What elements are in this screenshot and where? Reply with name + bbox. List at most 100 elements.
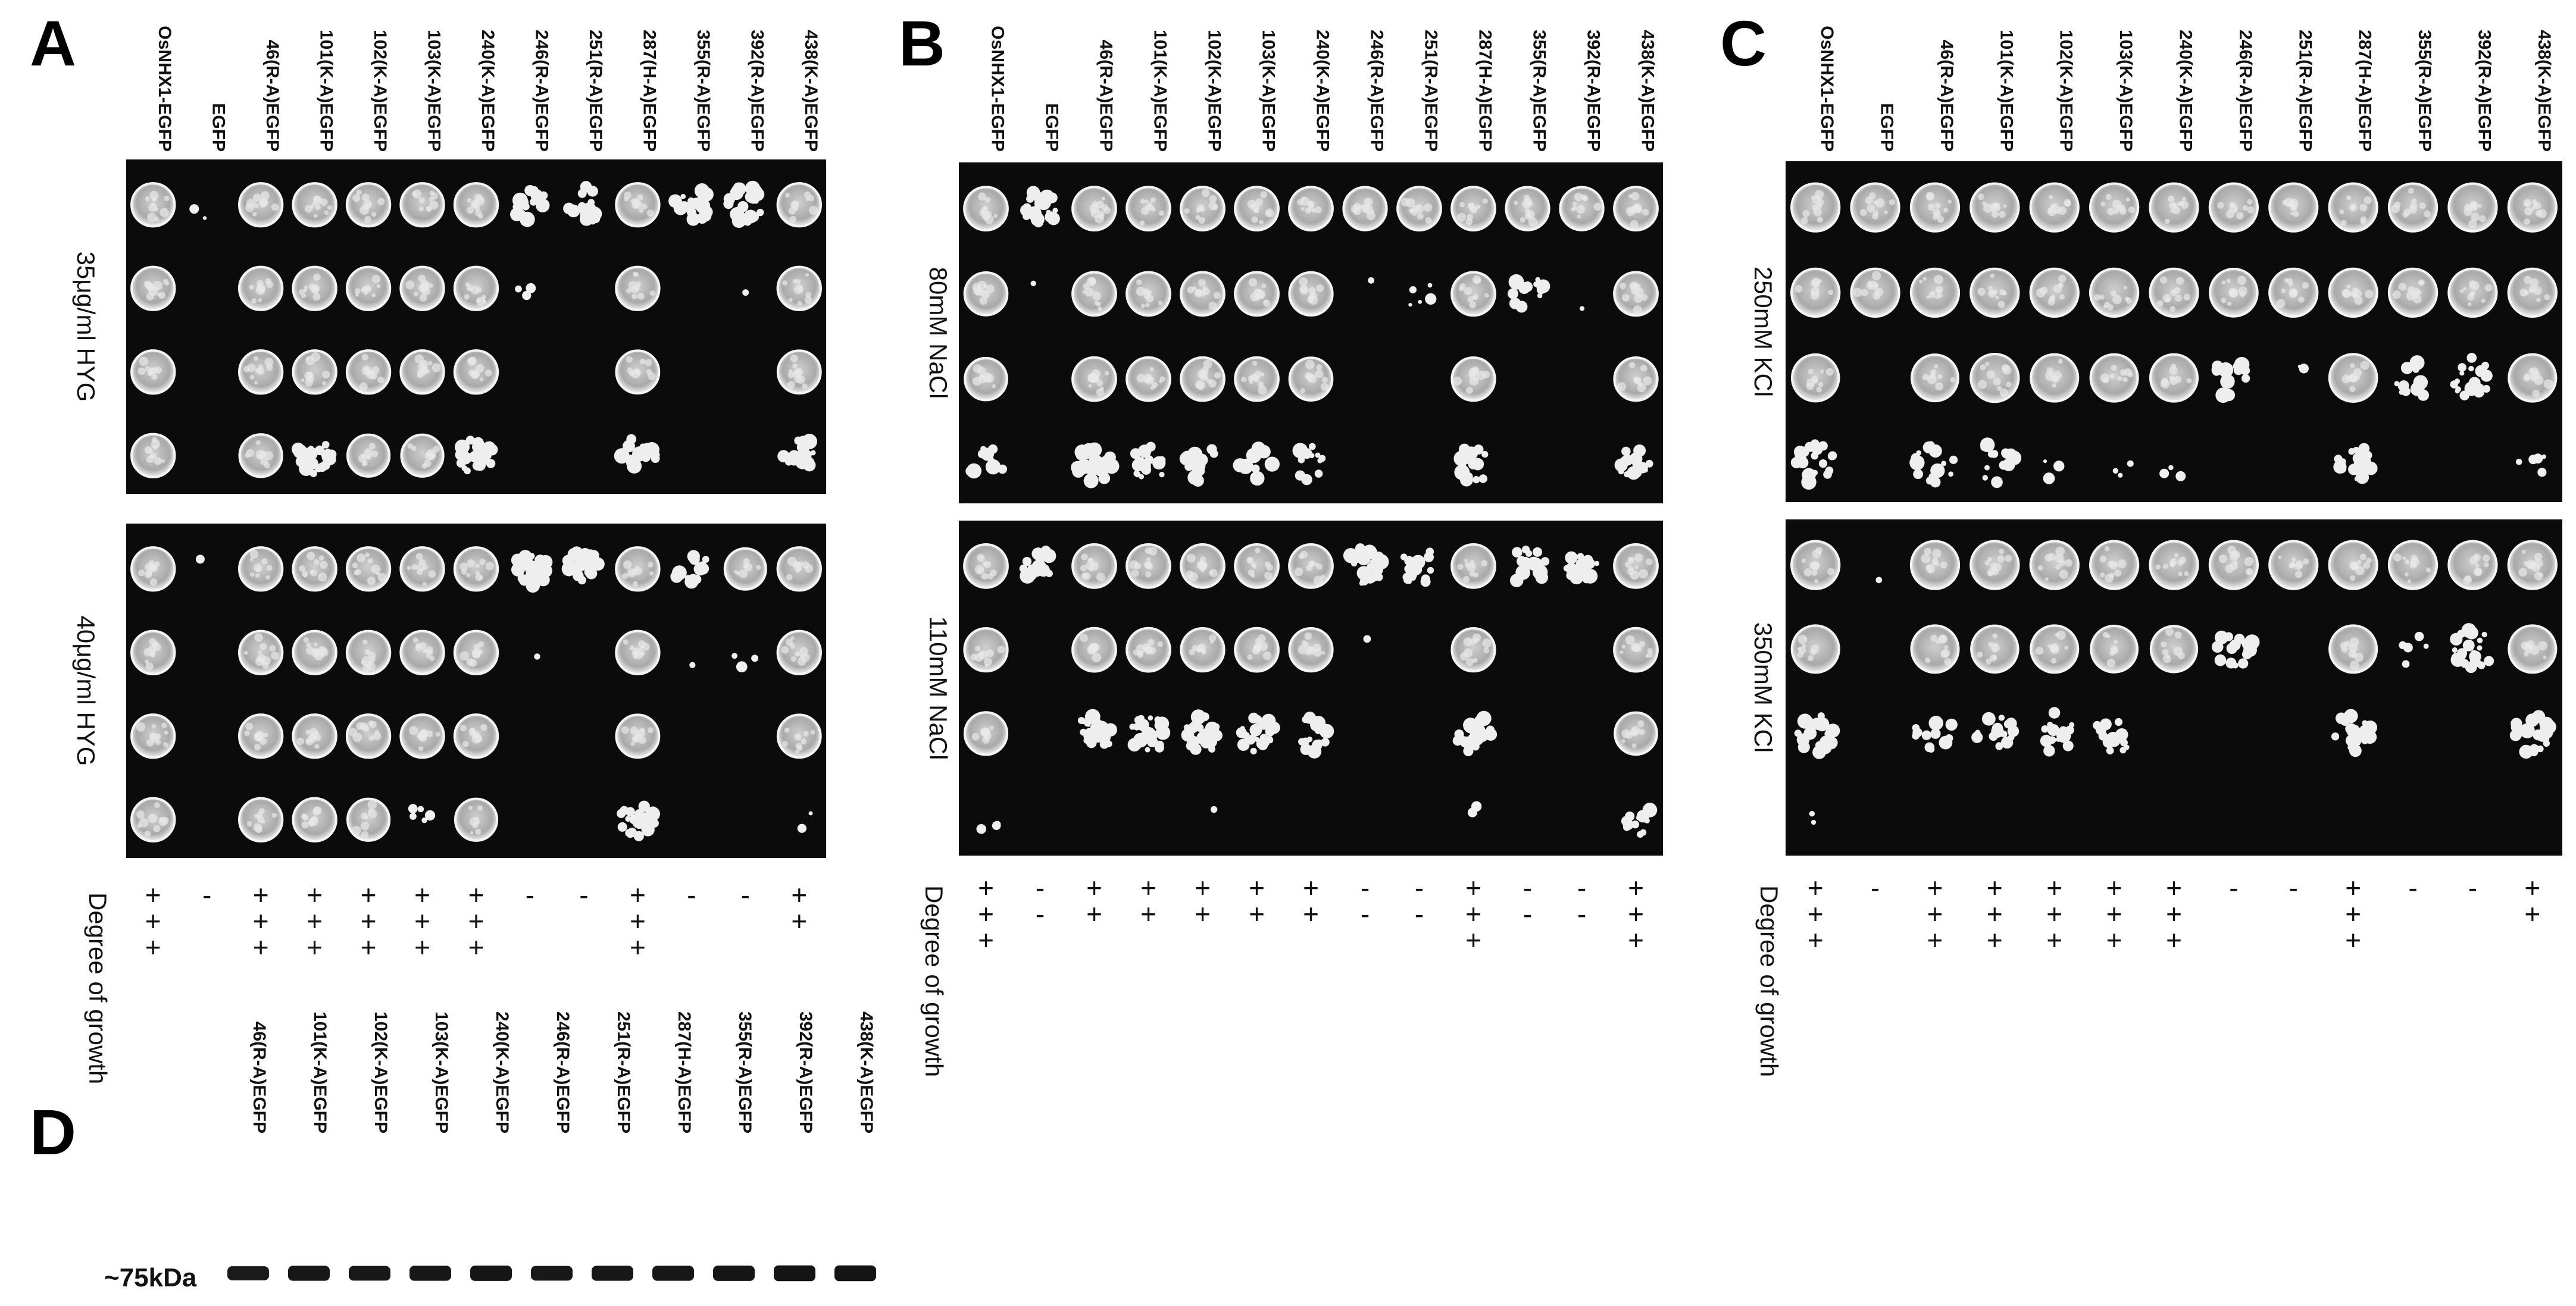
colony-texture [261,819,265,824]
colony-texture [630,726,639,735]
colony-dot [805,457,815,467]
colony-texture [2093,294,2100,301]
colony-texture [1522,199,1531,209]
colony-texture [136,810,145,819]
colony-dot [1249,734,1256,741]
colony-texture [371,293,376,297]
colony-texture [422,564,428,570]
colony-texture [2475,563,2480,568]
colony-texture [2162,293,2172,303]
colony-texture [2459,289,2464,293]
colony-dot [563,202,575,215]
colony-texture [1145,571,1152,578]
colony-texture [634,286,640,292]
colony-dot [688,574,698,584]
colony-texture [364,367,370,373]
colony-texture [2049,195,2053,200]
colony-texture [2483,562,2489,568]
colony-texture [2405,572,2409,577]
colony-texture [1087,558,1093,563]
colony-dot [1086,737,1097,748]
colony-texture [1294,567,1303,577]
colony-texture [2064,646,2069,650]
colony-texture [1136,374,1146,383]
colony-texture [415,553,423,560]
colony-texture [1639,641,1646,647]
colony-texture [2227,545,2237,555]
growth-symbol: + [1808,898,1824,929]
colony-texture [1213,292,1221,299]
colony-texture [1528,217,1538,227]
colony-texture [1990,654,1997,662]
colony-texture [979,374,984,379]
colony-texture [244,730,250,737]
colony-dot [1621,446,1631,456]
panel-letter: C [1720,7,1767,79]
colony-texture [1524,212,1533,220]
growth-symbol: + [2524,872,2540,903]
colony-texture [1630,220,1639,228]
colony-dot [2127,460,2134,467]
colony-texture [1312,643,1321,652]
colony-texture [161,459,165,463]
colony-texture [1157,641,1163,647]
colony-texture [355,293,359,297]
colony-texture [2106,659,2116,668]
colony-texture [367,800,377,810]
colony-texture [1816,387,1822,393]
colony-texture [254,744,261,751]
colony-texture [1475,204,1481,209]
colony-dot [1409,286,1417,294]
colony-texture [633,734,642,743]
colony-texture [154,457,162,465]
colony-dot [2053,461,2065,472]
colony-dot [1154,721,1164,731]
colony-texture [1253,644,1261,652]
colony-dot [1518,556,1524,562]
colony-texture [160,208,169,217]
colony-dot [1045,213,1052,220]
strain-label: 246(R-A)EGFP [532,30,551,152]
colony-texture [1573,206,1577,211]
colony-texture [2530,278,2539,287]
growth-title: Degree of growth [84,892,112,1084]
colony-texture [1986,370,1996,379]
colony-dot [1188,474,1198,484]
colony-texture [1209,634,1217,642]
colony-texture [145,366,151,372]
colony-texture [136,722,146,732]
colony-dot [2481,631,2487,638]
colony-dot [1795,453,1807,465]
colony-dot [1418,300,1423,304]
colony-dot [689,554,700,565]
colony-texture [260,643,267,650]
colony-texture [2107,208,2115,215]
colony-texture [376,284,381,289]
colony-texture [418,746,424,751]
colony-texture [1298,644,1308,654]
colony-texture [1593,202,1602,211]
blot-band [531,1266,573,1281]
colony-texture [1634,294,1643,303]
colony-texture [253,823,262,832]
colony-texture [473,370,479,375]
colony-texture [2050,657,2057,664]
colony-texture [2298,296,2305,303]
colony-texture [369,656,376,663]
colony-texture [301,293,307,299]
colony-dot [1301,737,1309,746]
colony-texture [2469,292,2475,297]
colony-texture [1937,216,1944,223]
colony-dot [2232,662,2239,669]
colony-texture [1306,373,1314,381]
colony-texture [355,569,361,575]
colony-texture [2393,553,2402,562]
colony-dot [2394,381,2400,387]
colony-texture [313,273,321,281]
colony-texture [1423,203,1433,212]
colony-texture [2341,289,2351,298]
colony-texture [253,193,261,202]
colony-texture [1470,559,1474,565]
colony-texture [1875,198,1885,208]
colony-texture [1158,210,1165,216]
